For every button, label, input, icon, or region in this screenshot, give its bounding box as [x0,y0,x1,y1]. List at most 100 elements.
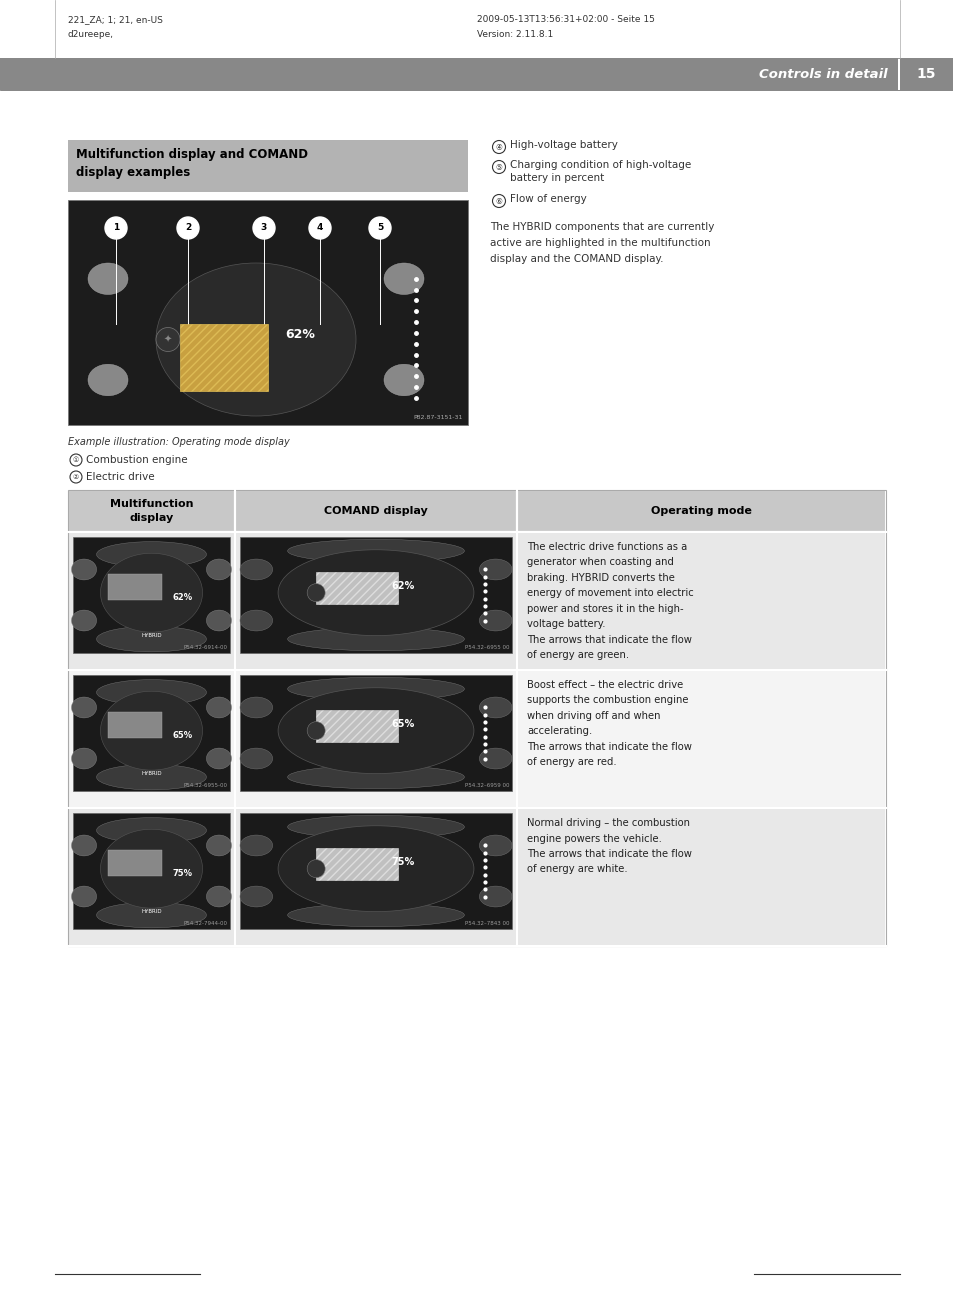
Bar [68,807,234,946]
Circle shape [253,217,274,239]
Text: of energy are white.: of energy are white. [526,864,627,875]
Bar [68,670,234,807]
Text: 62%: 62% [285,329,314,342]
Text: ②: ② [72,474,79,480]
Text: ✦: ✦ [164,335,172,344]
Ellipse shape [277,826,474,911]
Bar [73,675,230,791]
Text: P54.32–6955 00: P54.32–6955 00 [465,644,510,650]
Ellipse shape [96,765,206,789]
Text: P54.32–6959 00: P54.32–6959 00 [465,783,510,788]
Text: voltage battery.: voltage battery. [526,620,605,629]
Ellipse shape [287,903,464,927]
Text: Operating mode: Operating mode [650,506,751,516]
Bar [73,537,230,653]
Bar [517,807,885,946]
Bar [517,532,885,670]
Bar [234,807,517,946]
Ellipse shape [287,540,464,563]
Bar [68,201,468,424]
Circle shape [307,584,325,602]
Ellipse shape [240,559,273,580]
Text: 3: 3 [260,224,267,233]
Text: 62%: 62% [172,593,193,602]
Text: 2009-05-13T13:56:31+02:00 - Seite 15: 2009-05-13T13:56:31+02:00 - Seite 15 [476,16,654,25]
Ellipse shape [287,677,464,700]
Ellipse shape [96,818,206,844]
Bar [68,140,468,192]
Bar [108,575,162,599]
Text: The arrows that indicate the flow: The arrows that indicate the flow [526,849,691,859]
Text: The arrows that indicate the flow: The arrows that indicate the flow [526,635,691,644]
Ellipse shape [478,886,512,907]
Text: The arrows that indicate the flow: The arrows that indicate the flow [526,741,691,752]
Ellipse shape [206,835,232,855]
Circle shape [307,722,325,740]
Ellipse shape [478,748,512,769]
Ellipse shape [96,542,206,567]
Ellipse shape [240,697,273,718]
Text: 65%: 65% [391,718,415,729]
Ellipse shape [71,559,96,580]
Text: engine powers the vehicle.: engine powers the vehicle. [526,833,661,844]
Text: The HYBRID components that are currently: The HYBRID components that are currently [490,223,714,232]
Bar [899,58,953,91]
Bar [180,324,268,391]
Circle shape [156,327,180,352]
Ellipse shape [384,364,423,396]
Bar [234,490,517,532]
Text: accelerating.: accelerating. [526,726,592,736]
Text: of energy are red.: of energy are red. [526,757,616,767]
Ellipse shape [478,835,512,855]
Ellipse shape [100,691,202,770]
Ellipse shape [71,835,96,855]
Ellipse shape [156,263,355,415]
Text: Controls in detail: Controls in detail [759,67,887,80]
Bar [315,848,397,880]
Text: Normal driving – the combustion: Normal driving – the combustion [526,818,689,828]
Ellipse shape [71,748,96,769]
Text: Version: 2.11.8.1: Version: 2.11.8.1 [476,30,553,39]
Ellipse shape [88,364,128,396]
Circle shape [369,217,391,239]
Text: The electric drive functions as a: The electric drive functions as a [526,542,686,553]
Text: d2ureepe,: d2ureepe, [68,30,113,39]
Ellipse shape [206,697,232,718]
Text: Charging condition of high-voltage
battery in percent: Charging condition of high-voltage batte… [510,160,691,184]
Bar [240,813,512,929]
Ellipse shape [277,550,474,635]
Text: COMAND display: COMAND display [324,506,428,516]
Text: 1: 1 [112,224,119,233]
Bar [240,675,512,791]
Text: Boost effect – the electric drive: Boost effect – the electric drive [526,681,682,690]
Text: energy of movement into electric: energy of movement into electric [526,589,693,599]
Text: Flow of energy: Flow of energy [510,194,586,204]
Bar [68,490,234,532]
Ellipse shape [206,559,232,580]
Text: P54.32-7944-00: P54.32-7944-00 [184,921,228,927]
Bar [517,490,885,532]
Ellipse shape [287,815,464,839]
Text: ⑤: ⑤ [495,163,502,172]
Ellipse shape [206,748,232,769]
Text: 4: 4 [316,224,323,233]
Text: 15: 15 [915,67,935,82]
Bar [68,490,885,946]
Text: Electric drive: Electric drive [86,472,154,481]
Ellipse shape [478,559,512,580]
Ellipse shape [240,609,273,631]
Bar [68,532,234,670]
Text: display and the COMAND display.: display and the COMAND display. [490,254,662,264]
Circle shape [307,859,325,877]
Text: 221_ZA; 1; 21, en-US: 221_ZA; 1; 21, en-US [68,16,163,25]
Text: active are highlighted in the multifunction: active are highlighted in the multifunct… [490,238,710,248]
Ellipse shape [287,628,464,651]
Text: HYBRID: HYBRID [141,771,162,776]
Bar [73,813,230,929]
Text: generator when coasting and: generator when coasting and [526,558,673,568]
Ellipse shape [88,263,128,295]
Text: braking. HYBRID converts the: braking. HYBRID converts the [526,573,674,584]
Text: P54.32-6914-00: P54.32-6914-00 [184,644,228,650]
Text: P54.32-6955-00: P54.32-6955-00 [184,783,228,788]
Bar [0,58,953,91]
